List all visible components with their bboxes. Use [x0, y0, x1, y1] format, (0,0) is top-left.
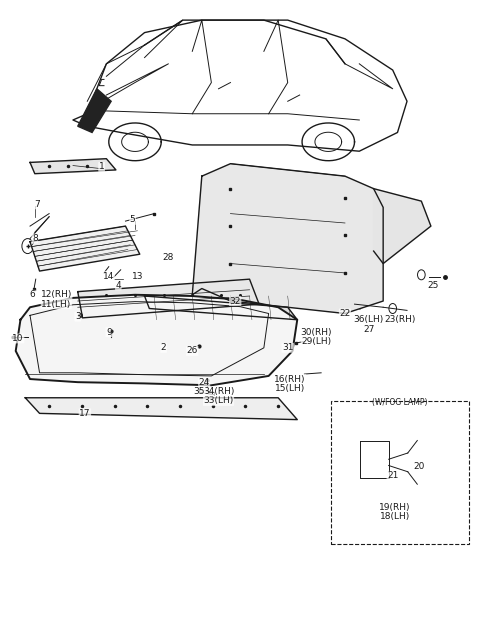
Text: 14: 14: [103, 271, 114, 280]
Text: 4: 4: [116, 281, 121, 290]
Text: 36(LH): 36(LH): [354, 315, 384, 324]
Polygon shape: [373, 189, 431, 263]
Text: 10: 10: [12, 334, 24, 343]
Text: 32: 32: [229, 297, 241, 305]
Text: 30(RH): 30(RH): [300, 328, 332, 337]
Text: 22: 22: [339, 309, 350, 318]
Text: 25: 25: [428, 281, 439, 290]
Text: 5: 5: [130, 215, 135, 224]
Text: 1: 1: [99, 162, 105, 171]
Text: 19(RH): 19(RH): [379, 502, 411, 512]
Polygon shape: [25, 398, 297, 419]
Polygon shape: [192, 164, 383, 314]
Text: 12(RH): 12(RH): [41, 290, 72, 299]
Text: 35: 35: [194, 387, 205, 396]
Text: 6: 6: [30, 290, 36, 299]
Text: 20: 20: [413, 462, 425, 471]
Text: 29(LH): 29(LH): [301, 337, 331, 346]
Text: 21: 21: [387, 472, 398, 480]
Text: 24: 24: [199, 377, 210, 387]
Text: 27: 27: [363, 325, 374, 334]
Text: 31: 31: [282, 344, 293, 352]
Text: 11(LH): 11(LH): [41, 300, 72, 308]
Text: 8: 8: [32, 234, 37, 243]
Text: 26: 26: [187, 347, 198, 356]
Text: 23(RH): 23(RH): [384, 315, 416, 324]
Text: 7: 7: [34, 200, 40, 209]
Text: 3: 3: [75, 312, 81, 321]
Text: 33(LH): 33(LH): [204, 396, 234, 406]
Text: (W/FOG LAMP): (W/FOG LAMP): [372, 398, 428, 407]
Text: 28: 28: [163, 253, 174, 262]
Polygon shape: [30, 159, 116, 174]
Polygon shape: [16, 295, 297, 385]
Text: 9: 9: [106, 328, 112, 337]
Bar: [331, 401, 469, 544]
Polygon shape: [30, 226, 140, 271]
Text: 2: 2: [161, 344, 167, 352]
Polygon shape: [144, 296, 297, 320]
Text: 16(RH): 16(RH): [275, 374, 306, 384]
Polygon shape: [78, 89, 111, 132]
Text: 34(RH): 34(RH): [203, 387, 234, 396]
Text: 18(LH): 18(LH): [380, 512, 410, 521]
Text: 15(LH): 15(LH): [275, 384, 305, 393]
Polygon shape: [78, 279, 259, 318]
Text: 17: 17: [79, 409, 91, 418]
Text: 13: 13: [132, 271, 143, 280]
